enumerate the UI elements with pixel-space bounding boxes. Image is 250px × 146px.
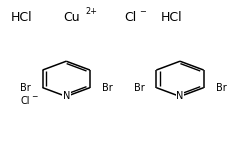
Text: Cl: Cl [20,96,30,106]
Text: HCl: HCl [160,11,182,24]
Text: Br: Br [216,83,226,93]
Text: Cu: Cu [63,11,80,24]
Text: HCl: HCl [10,11,32,24]
Text: Br: Br [134,83,144,93]
Text: −: − [32,92,38,101]
Text: −: − [140,7,146,16]
Text: 2+: 2+ [85,7,97,16]
Text: N: N [62,92,70,101]
Text: Cl: Cl [124,11,136,24]
Text: N: N [176,92,184,101]
Text: Br: Br [20,83,30,93]
Text: Br: Br [102,83,113,93]
